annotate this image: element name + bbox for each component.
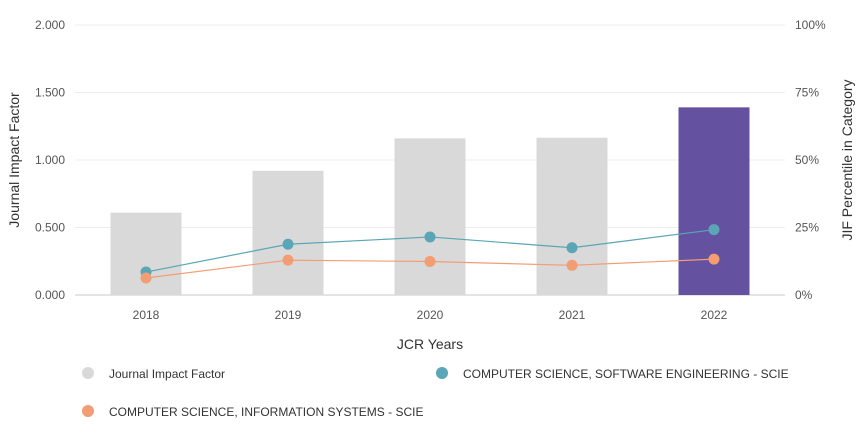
bar-2021 <box>536 137 608 295</box>
y-axis-title: Journal Impact Factor <box>6 92 22 228</box>
series-point-0-2021 <box>566 242 578 254</box>
series-point-1-2021 <box>566 259 578 271</box>
series-point-0-2022 <box>708 224 720 236</box>
series-point-1-2018 <box>140 272 152 284</box>
y-tick-label: 1.000 <box>35 153 65 167</box>
bar-layer <box>110 107 750 295</box>
series-point-1-2022 <box>708 253 720 265</box>
y2-tick-label: 100% <box>795 18 826 32</box>
y-tick-label: 2.000 <box>35 18 65 32</box>
y-tick-label: 0.000 <box>35 288 65 302</box>
y2-tick-label: 25% <box>795 221 819 235</box>
series-point-1-2020 <box>424 256 436 268</box>
legend-item-impact-factor[interactable]: Journal Impact Factor <box>82 367 225 381</box>
legend-marker-software-engineering <box>436 367 448 379</box>
y2-axis-title: JIF Percentile in Category <box>839 79 855 240</box>
y-tick-label: 1.500 <box>35 86 65 100</box>
y2-tick-label: 75% <box>795 86 819 100</box>
y2-tick-label: 50% <box>795 153 819 167</box>
legend-marker-information-systems <box>82 405 94 417</box>
axis-layer: 0.000 0% 0.500 25% 1.000 50% 1.500 75% 2.000 100%… <box>35 18 826 322</box>
x-tick-label: 2022 <box>701 308 728 322</box>
y2-tick-label: 0% <box>795 288 813 302</box>
bar-2019 <box>252 170 324 295</box>
legend-marker-impact-factor <box>82 367 94 379</box>
legend-item-information-systems[interactable]: COMPUTER SCIENCE, INFORMATION SYSTEMS - … <box>82 405 423 419</box>
legend-item-software-engineering[interactable]: COMPUTER SCIENCE, SOFTWARE ENGINEERING -… <box>436 367 789 381</box>
x-axis-title: JCR Years <box>397 336 463 352</box>
bar-2020 <box>394 138 466 295</box>
legend-label-information-systems: COMPUTER SCIENCE, INFORMATION SYSTEMS - … <box>109 405 423 419</box>
x-tick-label: 2019 <box>275 308 302 322</box>
legend-label-impact-factor: Journal Impact Factor <box>109 367 225 381</box>
x-tick-label: 2018 <box>133 308 160 322</box>
legend: Journal Impact Factor COMPUTER SCIENCE, … <box>82 367 789 419</box>
series-point-1-2019 <box>282 254 294 266</box>
bar-2022 <box>678 107 750 295</box>
x-tick-label: 2021 <box>559 308 586 322</box>
line-layer <box>140 224 720 284</box>
x-tick-label: 2020 <box>417 308 444 322</box>
legend-label-software-engineering: COMPUTER SCIENCE, SOFTWARE ENGINEERING -… <box>463 367 789 381</box>
series-point-0-2020 <box>424 231 436 243</box>
series-point-0-2019 <box>282 238 294 250</box>
y-tick-label: 0.500 <box>35 221 65 235</box>
